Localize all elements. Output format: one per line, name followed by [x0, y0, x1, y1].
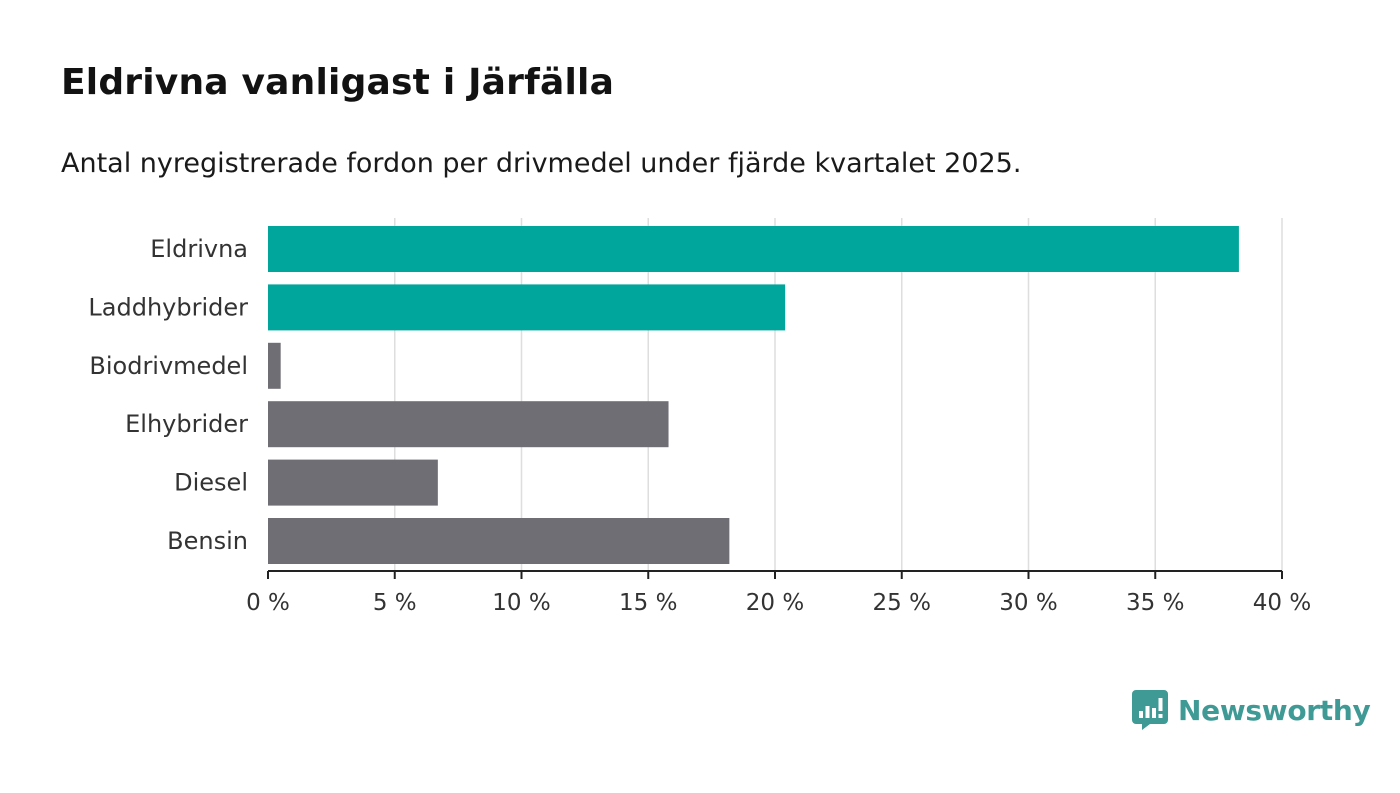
bar-diesel [268, 459, 438, 506]
chart-title: Eldrivna vanligast i Järfälla [61, 62, 615, 103]
x-tick-label: 35 % [1126, 590, 1184, 616]
chart-subtitle: Antal nyregistrerade fordon per drivmede… [61, 148, 1022, 179]
category-label: Diesel [174, 469, 248, 497]
category-label: Biodrivmedel [89, 352, 248, 380]
bars [268, 226, 1239, 564]
x-tick-label: 30 % [999, 590, 1057, 616]
x-tick-label: 0 % [246, 590, 290, 616]
grid-lines [394, 218, 1283, 571]
category-labels: Eldrivna Laddhybrider Biodrivmedel Elhybrid… [88, 235, 248, 555]
category-label: Bensin [167, 527, 248, 555]
category-label: Elhybrider [125, 410, 248, 438]
x-tick-label: 15 % [619, 590, 677, 616]
x-axis: 0 % 5 % 10 % 15 % 20 % 25 % 30 % 35 % 40 % [246, 570, 1311, 616]
newsworthy-bar-chart-icon [1132, 690, 1168, 730]
category-label: Laddhybrider [88, 293, 248, 321]
bar-bensin [268, 518, 730, 564]
brand-name: Newsworthy [1178, 693, 1371, 727]
bar-biodrivmedel [268, 342, 281, 389]
x-tick-label: 5 % [373, 590, 417, 616]
category-label: Eldrivna [150, 235, 248, 263]
x-tick-label: 25 % [873, 590, 931, 616]
bar-eldrivna [268, 226, 1239, 272]
newsworthy-logo: Newsworthy [1132, 690, 1371, 730]
x-tick-label: 20 % [746, 590, 804, 616]
bar-laddhybrider [268, 284, 786, 331]
bar-elhybrider [268, 401, 669, 448]
x-tick-label: 10 % [492, 590, 550, 616]
x-tick-label: 40 % [1253, 590, 1311, 616]
